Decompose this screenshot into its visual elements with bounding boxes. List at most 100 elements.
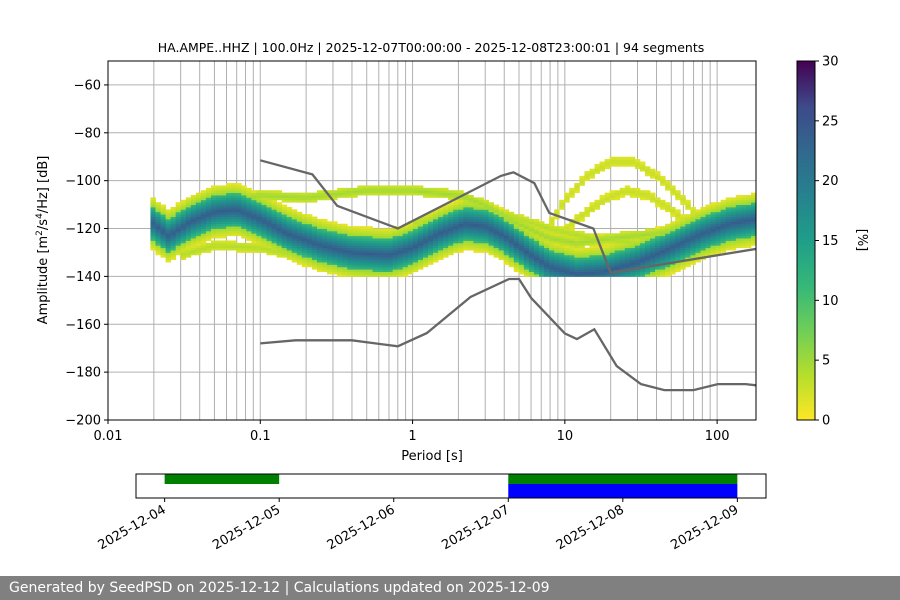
heatmap-cell: [644, 254, 651, 258]
heatmap-cell: [584, 271, 590, 275]
heatmap-cell: [589, 254, 595, 258]
heatmap-cell: [301, 230, 308, 234]
heatmap-cell: [619, 190, 626, 194]
heatmap-cell: [685, 235, 691, 239]
heatmap-cell: [650, 245, 656, 249]
heatmap-cell: [433, 240, 439, 244]
heatmap-cell: [427, 218, 434, 222]
heatmap-cell: [382, 266, 389, 270]
heatmap-cell: [342, 230, 348, 234]
heatmap-cell: [533, 262, 540, 265]
heatmap-cell: [190, 199, 197, 203]
heatmap-cell: [493, 247, 500, 251]
heatmap-cell: [730, 223, 737, 227]
heatmap-cell: [332, 262, 338, 265]
heatmap-cell: [216, 211, 222, 215]
heatmap-cell: [725, 235, 732, 239]
heatmap-cell: [296, 211, 303, 215]
heatmap-cell: [271, 223, 278, 227]
heatmap-cell: [266, 199, 272, 203]
heatmap-cell: [276, 218, 283, 222]
heatmap-cell: [170, 216, 177, 220]
heatmap-cell: [352, 266, 358, 270]
heatmap-cell: [251, 209, 257, 213]
heatmap-cell: [281, 242, 288, 246]
x-axis-ticks: 0.01 0.1 1 10 100: [94, 420, 730, 444]
heatmap-cell: [291, 235, 298, 239]
heatmap-cell: [407, 233, 414, 237]
heatmap-cell: [397, 254, 404, 258]
heatmap-cell: [549, 233, 555, 237]
heatmap-cell: [311, 254, 318, 258]
heatmap-cell: [427, 228, 434, 232]
heatmap-cell: [644, 166, 651, 170]
heatmap-cell: [690, 230, 696, 234]
heatmap-cell: [584, 247, 590, 251]
heatmap-cell: [650, 250, 656, 253]
heatmap-cell: [170, 233, 177, 237]
heatmap-cell: [438, 214, 444, 217]
heatmap-cell: [296, 197, 303, 201]
heatmap-cell: [387, 259, 394, 263]
heatmap-cell: [286, 197, 293, 201]
heatmap-cell: [518, 252, 525, 256]
heatmap-cell: [211, 206, 217, 210]
heatmap-cell: [402, 257, 409, 261]
heatmap-cell: [175, 211, 182, 215]
heatmap-cell: [216, 218, 222, 222]
heatmap-cell: [342, 245, 348, 249]
heatmap-cell: [433, 190, 439, 194]
heatmap-cell: [362, 250, 368, 253]
heatmap-cell: [246, 204, 252, 208]
heatmap-cell: [438, 216, 444, 220]
heatmap-cell: [347, 254, 353, 258]
heatmap-cell: [150, 202, 156, 205]
heatmap-cell: [639, 192, 646, 196]
noise-models: [259, 159, 756, 392]
heatmap-cell: [554, 247, 560, 251]
heatmap-cell: [205, 216, 212, 220]
heatmap-cell: [579, 262, 585, 265]
y-tick-label: −120: [65, 222, 101, 237]
heatmap-cell: [644, 235, 651, 239]
heatmap-cell: [417, 254, 424, 258]
heatmap-cell: [205, 230, 212, 234]
heatmap-cell: [165, 245, 172, 249]
heatmap-cell: [594, 264, 600, 268]
heatmap-cell: [710, 218, 717, 222]
heatmap-cell: [211, 197, 217, 201]
heatmap-cell: [221, 228, 227, 232]
heatmap-cell: [493, 240, 500, 244]
heatmap-cell: [306, 226, 313, 229]
heatmap-cell: [518, 235, 525, 239]
heatmap-cell: [478, 245, 484, 249]
heatmap-cell: [675, 197, 681, 201]
heatmap-cell: [281, 252, 288, 256]
heatmap-cell: [680, 252, 686, 256]
heatmap-cell: [493, 254, 500, 258]
heatmap-cell: [357, 262, 363, 265]
heatmap-cell: [700, 216, 706, 220]
heatmap-cell: [518, 218, 525, 222]
heatmap-cell: [266, 240, 272, 244]
heatmap-cell: [231, 183, 237, 186]
heatmap-cell: [352, 252, 358, 256]
heatmap-cell: [498, 209, 505, 213]
heatmap-cell: [271, 221, 278, 225]
heatmap-cell: [175, 216, 182, 220]
heatmap-cell: [170, 247, 177, 251]
heatmap-cell: [377, 228, 383, 232]
heatmap-cell: [634, 187, 641, 191]
heatmap-cell: [544, 240, 550, 244]
heatmap-cell: [453, 245, 459, 249]
heatmap-cell: [438, 230, 444, 234]
heatmap-cell: [246, 235, 252, 239]
heatmap-cell: [735, 221, 742, 225]
heatmap-cell: [226, 187, 232, 191]
heatmap-cell: [528, 274, 535, 277]
heatmap-cell: [528, 247, 535, 251]
heatmap-cell: [226, 199, 232, 203]
heatmap-cell: [473, 216, 479, 220]
heatmap-cell: [296, 214, 303, 217]
heatmap-cell: [205, 242, 212, 246]
